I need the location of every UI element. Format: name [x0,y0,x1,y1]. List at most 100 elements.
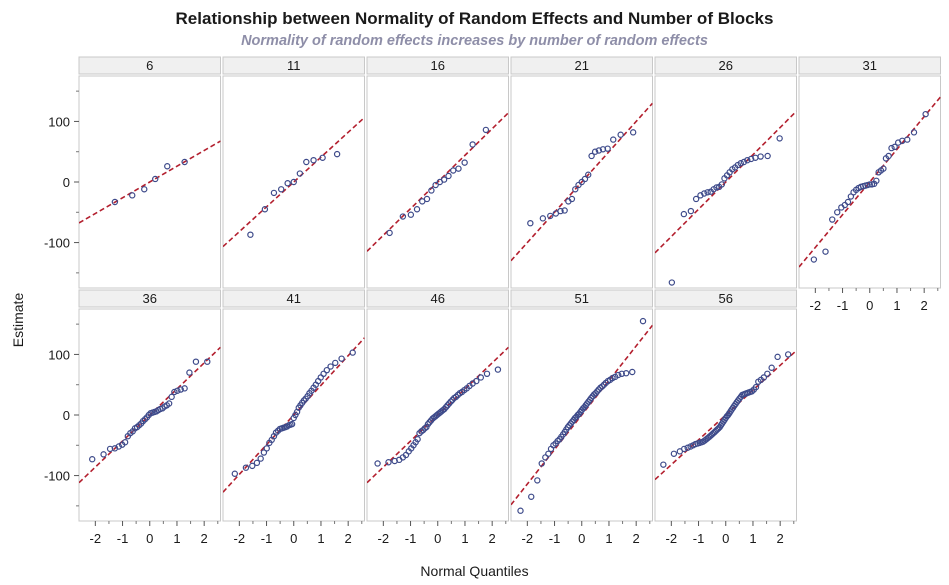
data-point [668,279,676,286]
x-tick-label: 1 [605,531,612,546]
x-tick-label: 2 [633,531,640,546]
panel-label: 56 [719,291,733,306]
x-tick-label: 1 [461,531,468,546]
data-point [447,398,454,405]
panel-header [654,56,797,75]
panel-header [510,56,653,75]
data-point [618,370,625,378]
data-point [547,212,554,220]
data-point [629,129,637,136]
data-point [684,444,691,451]
data-point [242,464,250,471]
data-point [141,416,149,423]
x-tick-label: 1 [893,298,900,313]
data-point [617,131,624,138]
data-point [538,460,545,467]
panel-header [510,289,653,308]
data-point [320,370,327,378]
data-point [764,370,771,378]
data-point [141,186,148,193]
data-point [445,172,452,180]
data-point [327,363,334,370]
data-point [423,195,431,203]
data-point [542,454,549,461]
data-point [660,461,667,468]
data-point [192,358,200,365]
data-point [687,207,695,215]
data-point [296,170,304,177]
data-point [253,459,261,467]
data-point [629,368,636,376]
data-point [303,158,310,166]
data-point [171,388,178,396]
data-point [737,160,744,167]
data-point [338,355,345,362]
data-point [752,383,760,391]
reference-line [511,102,653,262]
panel-label: 46 [431,291,445,306]
data-point [231,470,239,477]
data-point [713,184,720,191]
x-tick-label: 2 [489,531,496,546]
data-point [249,462,256,470]
x-tick-label: -2 [810,298,822,313]
y-tick-label: 0 [63,175,70,190]
data-point [482,126,490,134]
x-tick-label: 0 [578,531,585,546]
data-point [598,383,606,390]
panel-label: 51 [575,291,589,306]
data-point [164,163,171,170]
x-tick-label: 0 [434,531,441,546]
data-point [290,178,297,186]
x-tick-label: 0 [146,531,153,546]
data-point [257,455,264,462]
panel-51: 51 [510,289,653,522]
panel-label: 6 [146,58,153,73]
data-point [604,145,611,152]
data-point [595,147,603,154]
panel-header [78,289,221,308]
x-tick-label: 1 [173,531,180,546]
data-point [121,439,129,446]
x-tick-label: 0 [722,531,729,546]
data-point [610,136,617,143]
data-point [873,177,880,184]
panel-header [654,289,797,308]
data-point [740,158,748,166]
x-tick-label: -1 [261,531,273,546]
data-point [332,359,339,367]
data-point [477,374,485,381]
data-point [300,397,308,404]
data-point [614,371,622,379]
data-point [186,369,193,376]
data-point [483,370,491,378]
data-point [718,181,726,188]
y-tick-label: -100 [44,236,70,251]
data-point [764,152,771,160]
data-point [776,135,783,142]
x-tick-label: -2 [666,531,678,546]
data-point [810,256,818,263]
data-point [247,231,254,238]
x-tick-label: -1 [405,531,417,546]
x-tick-label: 1 [317,531,324,546]
data-point [444,402,451,409]
data-point [904,136,911,143]
data-point [888,144,895,152]
reference-line [655,110,797,254]
data-point [545,450,552,457]
data-point [774,353,781,361]
x-tick-label: -1 [117,531,129,546]
data-point [768,364,775,371]
chart-subtitle: Normality of random effects increases by… [241,33,708,49]
x-tick-label: -1 [837,298,849,313]
data-point [204,358,211,365]
data-point [445,400,453,407]
panel-41: 41 [222,289,365,522]
data-point [261,206,269,213]
data-point [461,159,468,166]
panel-header [798,56,941,75]
panel-header [366,56,509,75]
data-point [100,451,107,458]
panel-header [222,289,365,308]
